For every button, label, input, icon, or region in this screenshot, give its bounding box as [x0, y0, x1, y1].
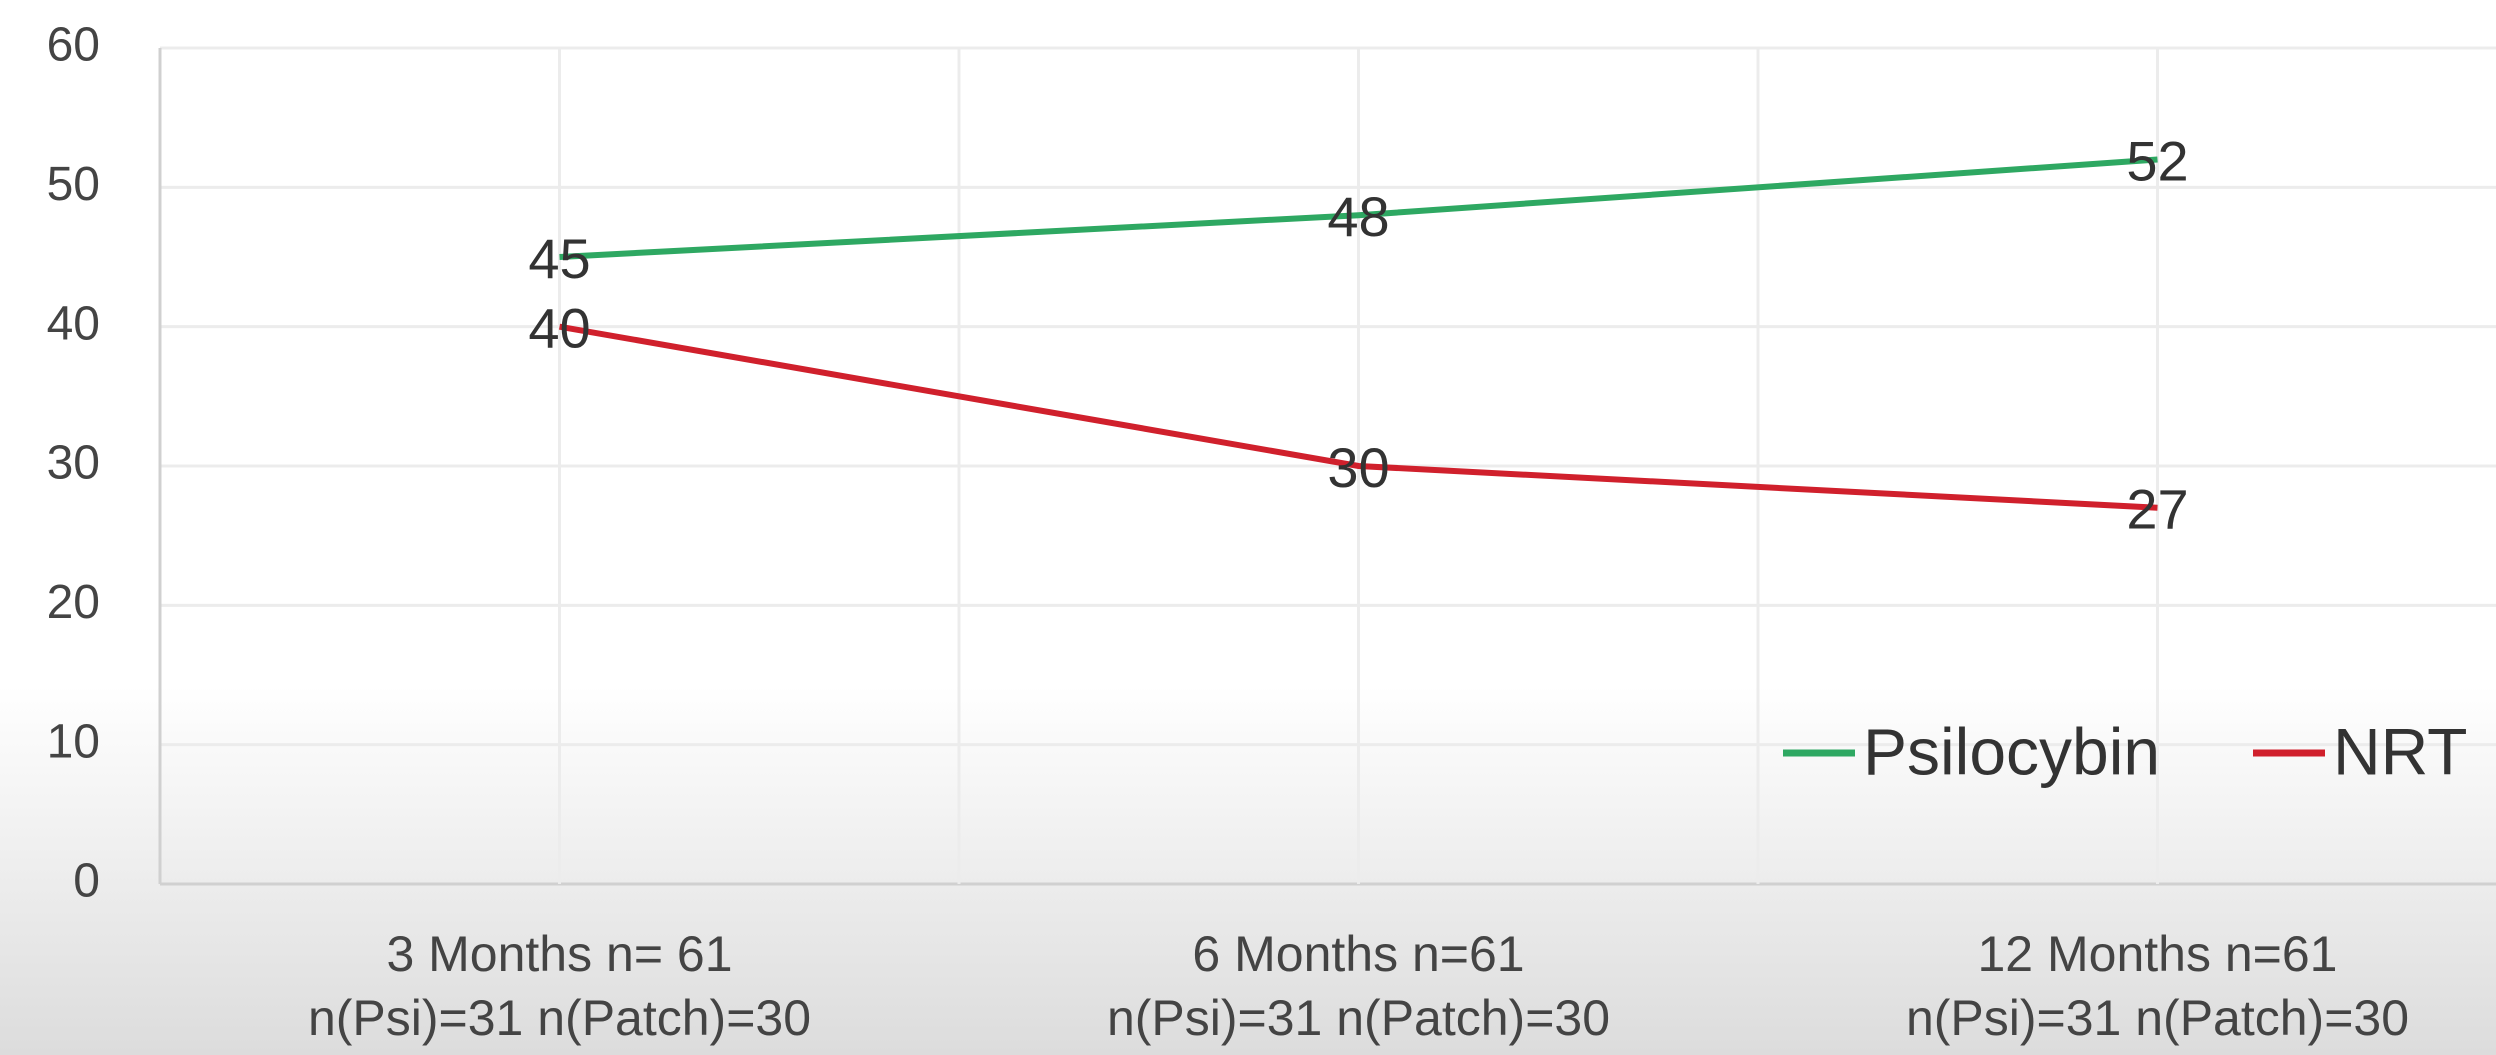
x-tick-label: 3 Months n= 61 — [386, 926, 732, 982]
data-label: 48 — [1327, 185, 1389, 248]
x-tick-label: n(Psi)=31 n(Patch)=30 — [1107, 990, 1610, 1046]
data-label: 45 — [528, 227, 590, 290]
y-tick-label: 50 — [47, 158, 100, 211]
data-label: 40 — [528, 296, 590, 359]
y-tick-label: 0 — [73, 855, 100, 908]
data-label: 52 — [2126, 129, 2188, 192]
x-tick-label: n(Psi)=31 n(Patch)=30 — [1906, 990, 2409, 1046]
x-tick-label: 12 Months n=61 — [1978, 926, 2338, 982]
legend-label: NRT — [2333, 714, 2467, 788]
x-tick-label: 6 Months n=61 — [1192, 926, 1524, 982]
y-tick-label: 10 — [47, 715, 100, 768]
x-tick-label: n(Psi)=31 n(Patch)=30 — [308, 990, 811, 1046]
y-tick-label: 40 — [47, 297, 100, 350]
line — [558, 323, 2158, 511]
legend-label: Psilocybin — [1863, 714, 2160, 788]
y-tick-label: 30 — [47, 437, 100, 490]
line — [559, 156, 2158, 260]
y-tick-label: 20 — [47, 576, 100, 629]
data-label: 30 — [1327, 436, 1389, 499]
y-tick-label: 60 — [47, 19, 100, 72]
data-label: 27 — [2126, 478, 2188, 541]
